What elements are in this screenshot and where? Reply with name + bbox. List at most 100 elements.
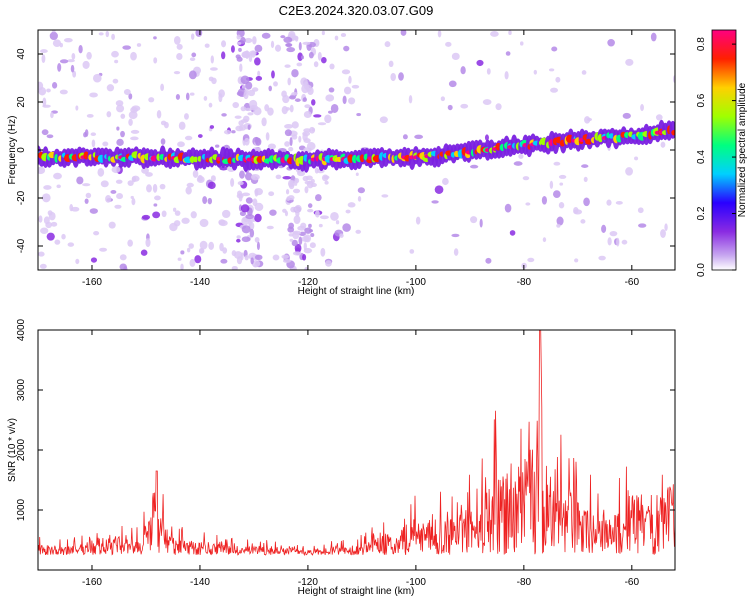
top-ytick-label: 40 <box>16 48 27 60</box>
heatmap-noise-cell <box>153 57 158 64</box>
heatmap-noise-cell <box>197 134 203 138</box>
heatmap-noise-cell <box>453 248 459 256</box>
heatmap-noise-cell <box>191 52 197 58</box>
heatmap-noise-cell <box>448 80 457 88</box>
figure-title: C2E3.2024.320.03.07.G09 <box>279 3 434 18</box>
heatmap-noise-cell <box>484 134 489 141</box>
heatmap-noise-cell <box>328 110 333 114</box>
heatmap-noise-cell <box>209 67 218 71</box>
heatmap-noise-cell <box>75 105 79 111</box>
heatmap-noise-cell <box>54 239 61 245</box>
heatmap-noise-cell <box>321 56 327 64</box>
heatmap-noise-cell <box>292 251 302 256</box>
heatmap-noise-cell <box>89 92 98 98</box>
heatmap-noise-cell <box>548 68 555 72</box>
heatmap-noise-cell <box>303 111 312 119</box>
heatmap-noise-cell <box>110 190 117 194</box>
heatmap-noise-cell <box>508 30 512 36</box>
heatmap-noise-cell <box>244 37 253 44</box>
heatmap-noise-cell <box>513 161 523 166</box>
heatmap-noise-cell <box>284 124 294 129</box>
heatmap-noise-cell <box>650 32 657 42</box>
heatmap-noise-cell <box>525 202 531 206</box>
heatmap-noise-cell <box>106 111 112 118</box>
heatmap-noise-cell <box>485 257 492 264</box>
heatmap-noise-cell <box>495 103 502 111</box>
colorbar-label: Normalized spectral amplitude <box>737 82 748 217</box>
colorbar-gradient <box>711 29 737 271</box>
heatmap-noise-cell <box>660 141 666 148</box>
heatmap-noise-cell <box>343 45 350 52</box>
heatmap-noise-cell <box>178 121 186 130</box>
heatmap-noise-cell <box>307 203 313 208</box>
heatmap-noise-cell <box>254 254 263 261</box>
heatmap-noise-cell <box>451 52 460 61</box>
heatmap-noise-cell <box>86 113 94 118</box>
bottom-y-axis-label: SNR (10 * v/v) <box>7 418 18 482</box>
heatmap-noise-cell <box>400 30 407 36</box>
heatmap-noise-cell <box>268 85 272 92</box>
bottom-ytick-label: 4000 <box>16 318 27 341</box>
heatmap-noise-cell <box>156 109 162 119</box>
heatmap-noise-cell <box>236 34 241 40</box>
heatmap-noise-cell <box>291 134 298 140</box>
heatmap-noise-cell <box>203 96 208 101</box>
heatmap-noise-cell <box>248 252 257 260</box>
heatmap-noise-cell <box>51 81 58 89</box>
colorbar-tick-label: 0.0 <box>696 263 707 277</box>
heatmap-noise-cell <box>40 49 48 54</box>
heatmap-noise-cell <box>243 91 249 100</box>
heatmap-noise-cell <box>43 216 50 225</box>
heatmap-noise-cell <box>303 128 312 133</box>
heatmap-noise-cell <box>580 219 586 224</box>
heatmap-noise-cell <box>190 33 195 40</box>
heatmap-noise-cell <box>284 64 291 68</box>
heatmap-noise-cell <box>128 118 133 126</box>
heatmap-noise-cell <box>240 75 250 85</box>
heatmap-noise-cell <box>218 93 223 103</box>
heatmap-noise-cell <box>161 210 167 218</box>
heatmap-noise-cell <box>313 114 322 118</box>
heatmap-noise-cell <box>294 98 301 102</box>
heatmap-noise-cell <box>345 209 351 214</box>
heatmap-noise-cell <box>221 209 231 219</box>
heatmap-noise-cell <box>180 250 185 255</box>
heatmap-noise-cell <box>230 45 235 53</box>
heatmap-noise-cell <box>195 30 203 37</box>
heatmap-noise-cell <box>296 62 303 67</box>
heatmap-noise-cell <box>343 86 352 95</box>
heatmap-noise-cell <box>490 30 499 37</box>
heatmap-noise-cell <box>287 77 291 86</box>
heatmap-noise-cell <box>334 35 339 41</box>
heatmap-noise-cell <box>664 223 668 232</box>
heatmap-noise-cell <box>287 179 294 188</box>
heatmap-noise-cell <box>239 124 247 131</box>
heatmap-noise-cell <box>123 88 131 96</box>
heatmap-noise-cell <box>43 185 52 190</box>
heatmap-noise-cell <box>63 38 73 43</box>
heatmap-noise-cell <box>98 32 104 36</box>
heatmap-noise-cell <box>625 167 633 176</box>
heatmap-noise-cell <box>239 170 245 179</box>
heatmap-noise-cell <box>297 52 303 61</box>
heatmap-noise-cell <box>315 194 322 202</box>
heatmap-noise-cell <box>190 211 197 219</box>
heatmap-noise-cell <box>268 191 275 197</box>
heatmap-noise-cell <box>555 76 561 83</box>
heatmap-noise-cell <box>323 175 330 180</box>
heatmap-noise-cell <box>146 184 152 193</box>
heatmap-noise-cell <box>154 195 161 201</box>
top-xtick-label: -100 <box>406 277 426 288</box>
heatmap-noise-cell <box>252 36 257 45</box>
heatmap-noise-cell <box>286 46 296 53</box>
heatmap-noise-cell <box>189 259 196 267</box>
heatmap-noise-cell <box>38 251 45 257</box>
heatmap-noise-cell <box>67 242 75 247</box>
heatmap-noise-cell <box>51 30 56 33</box>
heatmap-noise-cell <box>46 232 55 241</box>
heatmap-noise-cell <box>581 164 589 168</box>
heatmap-noise-cell <box>208 241 215 250</box>
heatmap-noise-cell <box>254 136 259 144</box>
heatmap-noise-cell <box>39 263 47 269</box>
heatmap-noise-cell <box>221 113 227 117</box>
